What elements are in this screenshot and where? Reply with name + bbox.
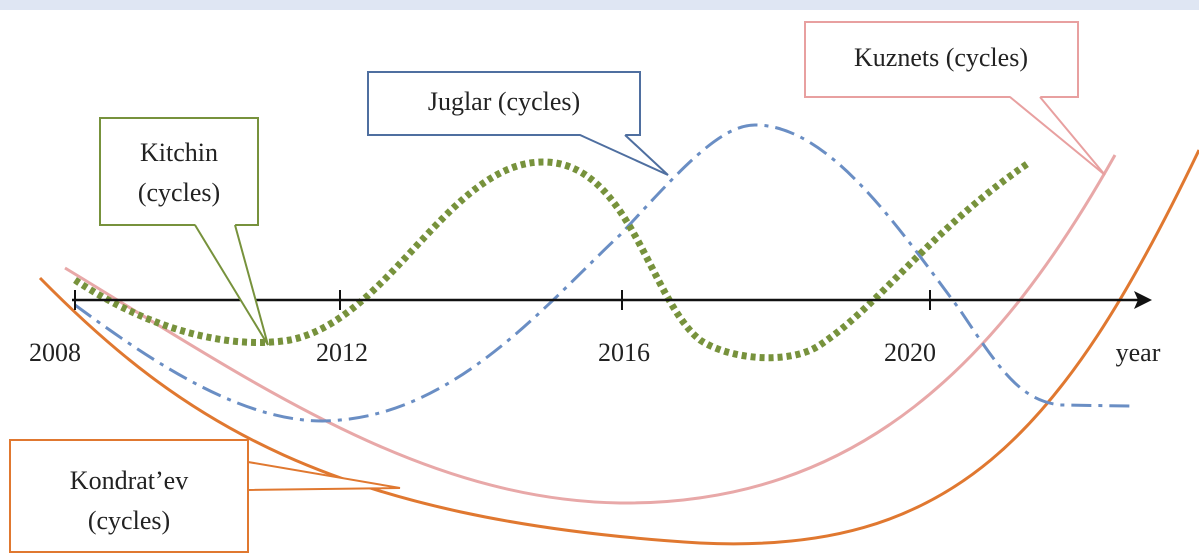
juglar-curve [74,123,1131,423]
callout-text: Kuznets (cycles) [854,43,1028,72]
callout-box [804,21,1079,98]
kondratev-curve [38,149,1199,546]
callout-text: Juglar (cycles) [428,87,580,116]
tick-label: 2008 [29,338,81,367]
axis-label: year [1116,338,1161,367]
tick-label: 2012 [316,338,368,367]
callout-text: (cycles) [138,178,220,207]
callout-pointer [247,461,401,491]
tick-label: 2016 [598,338,650,367]
callout-box [9,439,249,553]
tick-label: 2020 [884,338,936,367]
callout-box [367,71,641,136]
top-band [0,0,1199,10]
callout-text: Kitchin [140,138,218,167]
kuznets-curve [64,154,1117,505]
callout-text: (cycles) [88,506,170,535]
callout-box [99,117,259,226]
callout-text: Kondrat’ev [70,466,188,495]
axis-arrow [1134,291,1152,309]
callout-pointer [579,134,669,176]
callout-pointer [1009,96,1106,176]
kitchin-curve [73,158,1032,362]
callout-pointer [194,224,269,346]
